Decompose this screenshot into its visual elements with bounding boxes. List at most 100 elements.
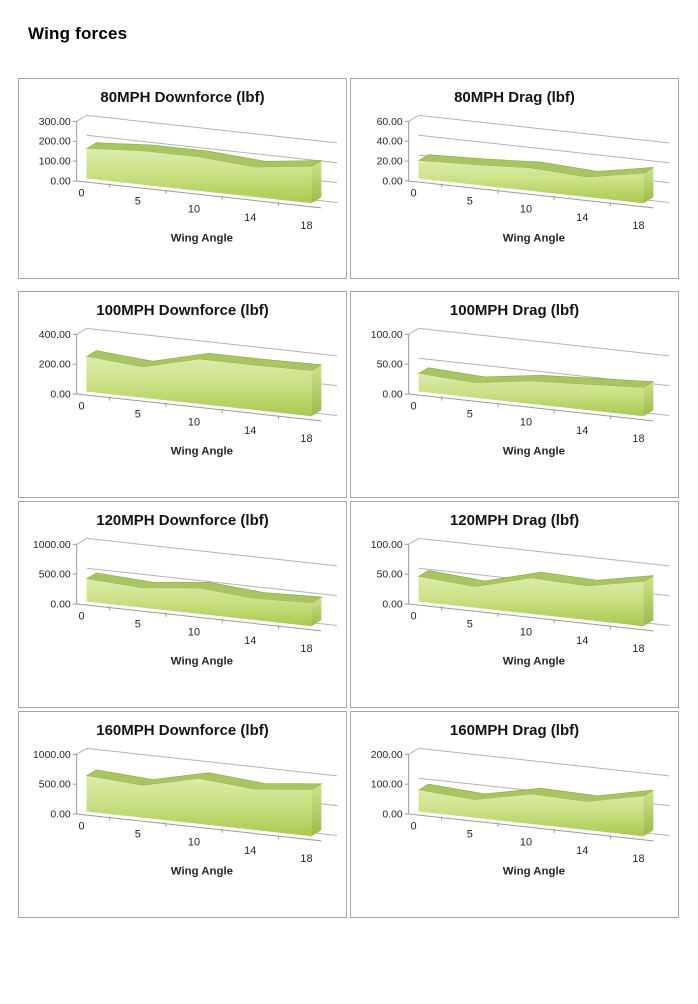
x-tick-label: 14 (244, 425, 256, 437)
y-tick-label: 1000.00 (33, 540, 71, 551)
chart-title: 100MPH Drag (lbf) (449, 302, 580, 319)
x-tick-label: 0 (410, 400, 416, 412)
x-tick-label: 14 (576, 212, 588, 224)
wall-depth-edge (407, 537, 419, 545)
x-axis (76, 180, 321, 209)
chart-panel[interactable]: 80MPH Drag (lbf) 0.00 20.00 40.00 60.00 0 5 10 1… (350, 78, 679, 279)
gridline (86, 327, 337, 357)
x-axis-title: Wing Angle (502, 866, 564, 878)
y-tick-label: 50.00 (376, 570, 402, 581)
y-tick-label: 0.00 (382, 176, 402, 187)
x-tick-label: 10 (187, 417, 199, 429)
chart-title: 160MPH Drag (lbf) (449, 722, 580, 739)
y-tick-label: 50.00 (376, 360, 402, 371)
y-tick-label: 500.00 (38, 570, 70, 581)
chart-panel[interactable]: 80MPH Downforce (lbf) 0.00 100.00 200.00 300… (18, 78, 347, 279)
x-axis (408, 813, 653, 842)
y-tick-label: 200.00 (38, 360, 70, 371)
area-chart: 0.00 100.00 200.00 0 5 10 14 18 Wing Angle (370, 747, 669, 878)
chart-panel[interactable]: 100MPH Drag (lbf) 0.00 50.00 100.00 0 5 10 14 18… (350, 291, 679, 498)
chart-panel[interactable]: 120MPH Downforce (lbf) 0.00 500.00 1000.00 0… (18, 501, 347, 708)
chart-title: 100MPH Downforce (lbf) (96, 302, 269, 319)
y-tick-label: 100.00 (370, 540, 402, 551)
y-tick-label: 100.00 (370, 330, 402, 341)
wall-depth-edge (75, 747, 87, 755)
x-tick-label: 5 (134, 619, 140, 631)
x-axis-title: Wing Angle (502, 233, 564, 245)
y-tick-label: 0.00 (50, 809, 70, 820)
x-tick-label: 14 (576, 635, 588, 647)
area-side-face (642, 790, 653, 837)
x-tick-label: 18 (632, 853, 644, 865)
x-tick-label: 18 (632, 643, 644, 655)
gridline (86, 567, 337, 597)
y-tick-label: 0.00 (50, 389, 70, 400)
x-tick-label: 18 (300, 643, 312, 655)
wall-depth-edge (75, 327, 87, 335)
x-tick-label: 10 (187, 627, 199, 639)
y-tick-label: 200.00 (370, 750, 402, 761)
chart-grid: 80MPH Downforce (lbf) 0.00 100.00 200.00 300… (18, 78, 679, 918)
area-chart: 0.00 20.00 40.00 60.00 0 5 10 14 18 Wing Angle (376, 114, 669, 245)
x-tick-label: 18 (300, 433, 312, 445)
x-tick-label: 5 (466, 829, 472, 841)
x-tick-label: 0 (78, 610, 84, 622)
x-axis-title: Wing Angle (170, 233, 232, 245)
y-tick-label: 40.00 (376, 137, 402, 148)
y-tick-label: 20.00 (376, 157, 402, 168)
x-tick-label: 0 (78, 820, 84, 832)
x-tick-label: 10 (187, 837, 199, 849)
x-tick-label: 5 (134, 409, 140, 421)
x-axis (408, 393, 653, 422)
wall-depth-edge (75, 114, 87, 122)
chart-panel[interactable]: 160MPH Downforce (lbf) 0.00 500.00 1000.00 0… (18, 711, 347, 918)
x-axis (76, 813, 321, 842)
area-side-face (310, 597, 321, 627)
x-tick-label: 18 (632, 220, 644, 232)
y-tick-label: 0.00 (382, 809, 402, 820)
y-tick-label: 60.00 (376, 117, 402, 128)
area-front-face (85, 356, 311, 417)
y-tick-label: 100.00 (370, 780, 402, 791)
x-tick-label: 14 (244, 845, 256, 857)
x-tick-label: 0 (78, 400, 84, 412)
chart-row: 120MPH Downforce (lbf) 0.00 500.00 1000.00 0… (18, 501, 679, 708)
area-chart: 0.00 50.00 100.00 0 5 10 14 18 Wing Angle (370, 327, 669, 458)
chart-title: 80MPH Downforce (lbf) (100, 89, 265, 106)
x-tick-label: 0 (410, 820, 416, 832)
chart-row: 80MPH Downforce (lbf) 0.00 100.00 200.00 300… (18, 78, 679, 279)
x-tick-label: 10 (519, 417, 531, 429)
x-axis (408, 603, 653, 632)
chart-panel[interactable]: 160MPH Drag (lbf) 0.00 100.00 200.00 0 5 10 14 1… (350, 711, 679, 918)
gridline (86, 134, 337, 164)
chart-panel[interactable]: 120MPH Drag (lbf) 0.00 50.00 100.00 0 5 10 14 18… (350, 501, 679, 708)
x-tick-label: 5 (466, 196, 472, 208)
x-axis-title: Wing Angle (170, 866, 232, 878)
chart-panel[interactable]: 100MPH Downforce (lbf) 0.00 200.00 400.00 0 5… (18, 291, 347, 498)
chart-title: 120MPH Drag (lbf) (449, 512, 580, 529)
area-side-face (310, 783, 321, 837)
x-tick-label: 5 (134, 829, 140, 841)
wall-depth-edge (407, 114, 419, 122)
chart-row: 160MPH Downforce (lbf) 0.00 500.00 1000.00 0… (18, 711, 679, 918)
x-axis-title: Wing Angle (170, 446, 232, 458)
y-tick-label: 400.00 (38, 330, 70, 341)
gridline (418, 537, 669, 567)
x-tick-label: 10 (519, 204, 531, 216)
x-tick-label: 14 (576, 845, 588, 857)
area-chart: 0.00 500.00 1000.00 0 5 10 14 18 Wing Angle (33, 747, 337, 878)
area-side-face (310, 160, 321, 204)
area-front-face (417, 160, 643, 204)
gridline (86, 537, 337, 567)
gridline (418, 327, 669, 357)
x-axis (76, 393, 321, 422)
y-tick-label: 0.00 (50, 176, 70, 187)
area-front-face (417, 576, 643, 627)
x-axis-title: Wing Angle (170, 656, 232, 668)
x-tick-label: 18 (300, 853, 312, 865)
x-axis (76, 603, 321, 632)
area-side-face (310, 364, 321, 417)
x-axis-title: Wing Angle (502, 446, 564, 458)
area-front-face (85, 148, 311, 204)
chart-row: 100MPH Downforce (lbf) 0.00 200.00 400.00 0 5… (18, 291, 679, 498)
